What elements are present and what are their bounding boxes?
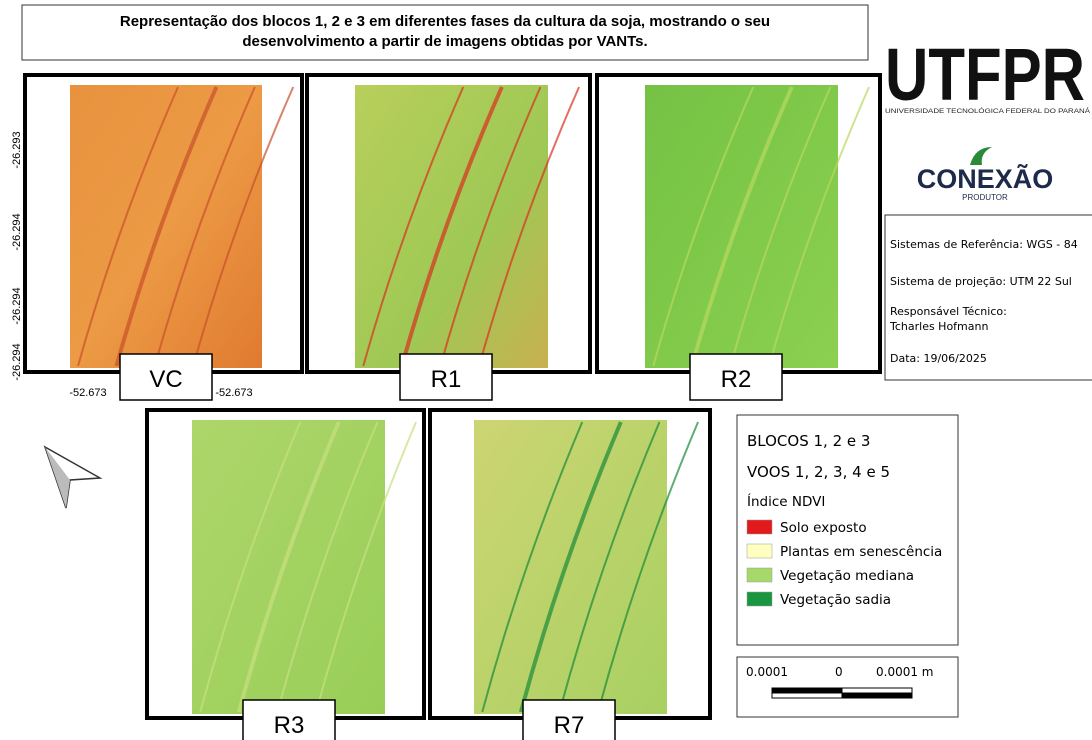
scale-bar-segment (772, 688, 842, 693)
legend-label: Vegetação sadia (780, 592, 891, 608)
conexao-icon (970, 147, 992, 165)
map-label: R7 (554, 712, 585, 739)
legend-swatch (747, 520, 772, 534)
scale-label: 0.0001 m (876, 665, 934, 679)
y-coordinate: -26.294 (11, 343, 23, 380)
legend-heading: VOOS 1, 2, 3, 4 e 5 (747, 463, 890, 481)
y-coordinate: -26.293 (11, 131, 23, 168)
title-line: desenvolvimento a partir de imagens obti… (242, 33, 647, 50)
scale-label: 0.0001 (746, 665, 788, 679)
map-label: R2 (721, 366, 752, 393)
legend-swatch (747, 592, 772, 606)
legend-swatch (747, 568, 772, 582)
info-text: Data: 19/06/2025 (890, 352, 987, 365)
scale-bar-segment (842, 693, 912, 698)
utfpr-subtitle: UNIVERSIDADE TECNOLÓGICA FEDERAL DO PARA… (885, 106, 1091, 115)
scale-label: 0 (835, 665, 843, 679)
y-coordinate: -26.294 (11, 213, 23, 250)
conexao-logo: CONEXÃO (917, 163, 1054, 194)
map-label: R3 (274, 712, 305, 739)
utfpr-logo: UTFPR (885, 33, 1085, 116)
north-arrow (45, 447, 100, 508)
info-text: Sistemas de Referência: WGS - 84 (890, 238, 1078, 251)
map-label: R1 (431, 366, 462, 393)
legend-label: Vegetação mediana (780, 568, 914, 584)
info-text: Responsável Técnico: (890, 305, 1007, 318)
y-coordinate: -26.294 (11, 287, 23, 324)
legend-label: Plantas em senescência (780, 544, 942, 560)
legend-swatch (747, 544, 772, 558)
legend-heading: BLOCOS 1, 2 e 3 (747, 432, 870, 450)
legend-label: Solo exposto (780, 520, 867, 536)
legend-heading: Índice NDVI (747, 493, 825, 510)
map-layout: Representação dos blocos 1, 2 e 3 em dif… (0, 0, 1092, 740)
x-coordinate: -52.673 (69, 387, 106, 399)
title-line: Representação dos blocos 1, 2 e 3 em dif… (120, 13, 770, 30)
x-coordinate: -52.673 (215, 387, 252, 399)
info-text: Sistema de projeção: UTM 22 Sul (890, 275, 1072, 288)
info-text: Tcharles Hofmann (889, 320, 988, 333)
map-label: VC (149, 366, 182, 393)
scale-bar-segment (772, 693, 842, 698)
conexao-subtitle: PRODUTOR (962, 193, 1008, 202)
scale-bar-segment (842, 688, 912, 693)
